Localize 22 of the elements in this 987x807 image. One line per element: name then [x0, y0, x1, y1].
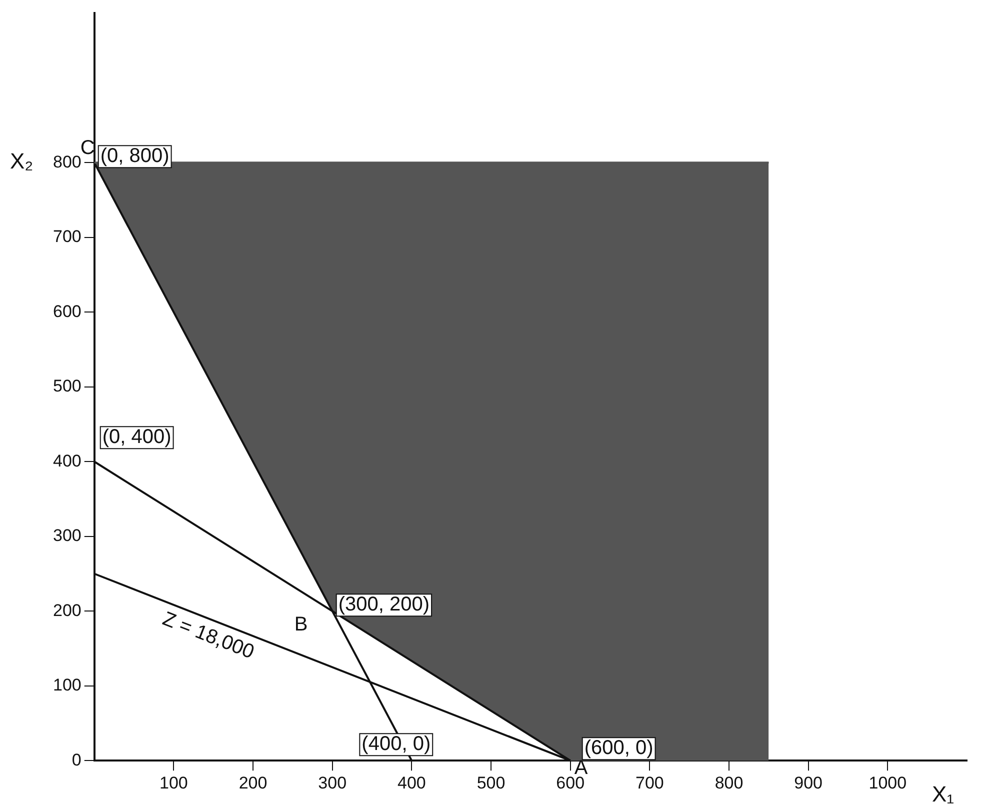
annotation: (0, 800) [100, 145, 170, 168]
y-tick-label: 500 [52, 376, 82, 396]
x-tick-label: 800 [714, 773, 744, 792]
x-tick-label: 200 [238, 773, 268, 792]
y-tick-label: 800 [52, 152, 82, 172]
x-tick-label: 400 [398, 773, 426, 792]
x-tick-label: 100 [160, 773, 188, 792]
x-tick-label: 900 [794, 773, 823, 792]
x-axis-title: X₁ [932, 782, 954, 807]
annotation: C [80, 137, 95, 160]
y-tick-label: 300 [52, 526, 82, 546]
x-tick-label: 1000 [868, 773, 907, 792]
y-tick-label: 100 [52, 676, 82, 695]
y-axis-title: X₂ [10, 148, 34, 174]
x-tick-label: 300 [318, 773, 347, 792]
y-tick-label: 600 [52, 302, 82, 321]
x-tick-label: 500 [476, 773, 506, 792]
y-tick-label: 200 [52, 600, 82, 620]
y-tick-label: 400 [52, 451, 82, 470]
y-tick-label: 700 [52, 227, 82, 246]
x-tick-label: 700 [635, 773, 664, 792]
y-tick-label: 0 [72, 750, 82, 770]
